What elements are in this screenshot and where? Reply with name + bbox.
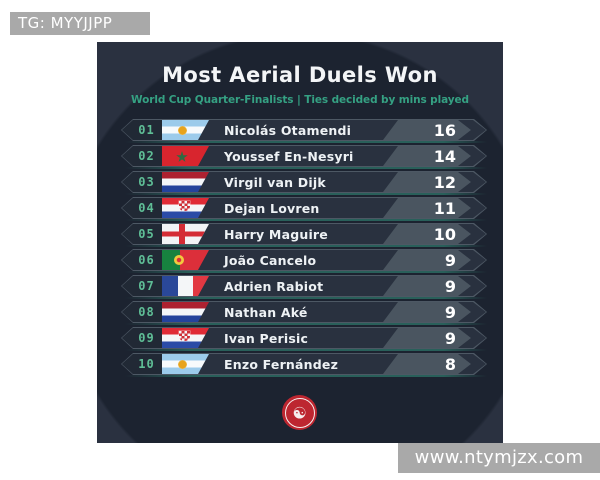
telegram-badge: TG: MYYJJPP — [10, 12, 150, 35]
row-inner: 10 Enzo Fernández 8 — [122, 354, 486, 374]
table-row: 01 Nicolás Otamendi 16 — [121, 119, 487, 143]
rank-label: 01 — [122, 120, 162, 140]
croatia-flag-icon — [162, 198, 209, 218]
player-name: Youssef En-Nesyri — [224, 148, 354, 164]
row-shape: 08 Nathan Aké 9 — [121, 301, 487, 323]
duels-won-value: 9 — [444, 250, 456, 270]
table-row: 07 Adrien Rabiot 9 — [121, 275, 487, 299]
netherlands-flag-icon — [162, 172, 209, 192]
player-name: Nicolás Otamendi — [224, 122, 352, 138]
value-badge: 10 — [383, 224, 471, 244]
duels-won-value: 9 — [444, 302, 456, 322]
row-inner: 06 João Cancelo 9 — [122, 250, 486, 270]
player-name: Ivan Perisic — [224, 330, 309, 346]
row-shape: 06 João Cancelo 9 — [121, 249, 487, 271]
row-shape: 10 Enzo Fernández 8 — [121, 353, 487, 375]
flag-emblem-icon — [174, 255, 184, 265]
rank-label: 06 — [122, 250, 162, 270]
rank-label: 10 — [122, 354, 162, 374]
flag-emblem-icon — [162, 224, 209, 244]
value-badge: 8 — [383, 354, 471, 374]
row-shape: 02 Youssef En-Nesyri 14 — [121, 145, 487, 167]
row-shape: 09 Ivan Perisic 9 — [121, 327, 487, 349]
rank-label: 08 — [122, 302, 162, 322]
duels-won-value: 10 — [433, 224, 456, 244]
argentina-flag-icon — [162, 120, 209, 140]
page-title: Most Aerial Duels Won — [162, 63, 438, 87]
value-badge: 14 — [383, 146, 471, 166]
row-shape: 03 Virgil van Dijk 12 — [121, 171, 487, 193]
rank-label: 07 — [122, 276, 162, 296]
table-row: 03 Virgil van Dijk 12 — [121, 171, 487, 195]
row-inner: 04 Dejan Lovren 11 — [122, 198, 486, 218]
row-inner: 07 Adrien Rabiot 9 — [122, 276, 486, 296]
value-badge: 12 — [383, 172, 471, 192]
row-inner: 09 Ivan Perisic 9 — [122, 328, 486, 348]
rank-label: 09 — [122, 328, 162, 348]
page-subtitle: World Cup Quarter-Finalists | Ties decid… — [131, 94, 469, 106]
player-name: Harry Maguire — [224, 226, 328, 242]
morocco-flag-icon — [162, 146, 209, 166]
player-name: Adrien Rabiot — [224, 278, 324, 294]
netherlands-flag-icon — [162, 302, 209, 322]
duels-won-value: 16 — [433, 120, 456, 140]
flag-emblem-icon — [179, 331, 190, 341]
duels-won-value: 9 — [444, 276, 456, 296]
watermark-url: www.ntymjzx.com — [398, 443, 600, 473]
rank-label: 05 — [122, 224, 162, 244]
argentina-flag-icon — [162, 354, 209, 374]
value-badge: 9 — [383, 250, 471, 270]
rank-label: 02 — [122, 146, 162, 166]
table-row: 10 Enzo Fernández 8 — [121, 353, 487, 377]
rank-label: 04 — [122, 198, 162, 218]
player-name: Nathan Aké — [224, 304, 308, 320]
croatia-flag-icon — [162, 328, 209, 348]
flag-emblem-icon — [178, 126, 187, 135]
table-row: 09 Ivan Perisic 9 — [121, 327, 487, 351]
table-row: 04 Dejan Lovren 11 — [121, 197, 487, 221]
player-name: Enzo Fernández — [224, 356, 339, 372]
value-badge: 16 — [383, 120, 471, 140]
stats-card: Most Aerial Duels Won World Cup Quarter-… — [97, 42, 503, 443]
player-name: Dejan Lovren — [224, 200, 320, 216]
ranking-list: 01 Nicolás Otamendi 16 02 Youssef En-Nes… — [121, 119, 487, 379]
row-shape: 01 Nicolás Otamendi 16 — [121, 119, 487, 141]
row-shape: 05 Harry Maguire 10 — [121, 223, 487, 245]
duels-won-value: 11 — [433, 198, 456, 218]
rank-label: 03 — [122, 172, 162, 192]
flag-emblem-icon — [179, 201, 190, 211]
table-row: 06 João Cancelo 9 — [121, 249, 487, 273]
row-inner: 05 Harry Maguire 10 — [122, 224, 486, 244]
table-row: 02 Youssef En-Nesyri 14 — [121, 145, 487, 169]
row-inner: 02 Youssef En-Nesyri 14 — [122, 146, 486, 166]
row-inner: 08 Nathan Aké 9 — [122, 302, 486, 322]
row-inner: 03 Virgil van Dijk 12 — [122, 172, 486, 192]
portugal-flag-icon — [162, 250, 209, 270]
duels-won-value: 9 — [444, 328, 456, 348]
flag-emblem-icon — [176, 151, 188, 163]
duels-won-value: 14 — [433, 146, 456, 166]
flag-emblem-icon — [178, 360, 187, 369]
player-name: Virgil van Dijk — [224, 174, 326, 190]
row-shape: 07 Adrien Rabiot 9 — [121, 275, 487, 297]
publisher-logo-icon: ☯ — [282, 395, 317, 430]
player-name: João Cancelo — [224, 252, 317, 268]
row-inner: 01 Nicolás Otamendi 16 — [122, 120, 486, 140]
table-row: 08 Nathan Aké 9 — [121, 301, 487, 325]
duels-won-value: 12 — [433, 172, 456, 192]
duels-won-value: 8 — [444, 354, 456, 374]
value-badge: 9 — [383, 276, 471, 296]
value-badge: 9 — [383, 328, 471, 348]
table-row: 05 Harry Maguire 10 — [121, 223, 487, 247]
england-flag-icon — [162, 224, 209, 244]
france-flag-icon — [162, 276, 209, 296]
row-shape: 04 Dejan Lovren 11 — [121, 197, 487, 219]
value-badge: 11 — [383, 198, 471, 218]
value-badge: 9 — [383, 302, 471, 322]
yin-yang-icon: ☯ — [292, 403, 307, 422]
